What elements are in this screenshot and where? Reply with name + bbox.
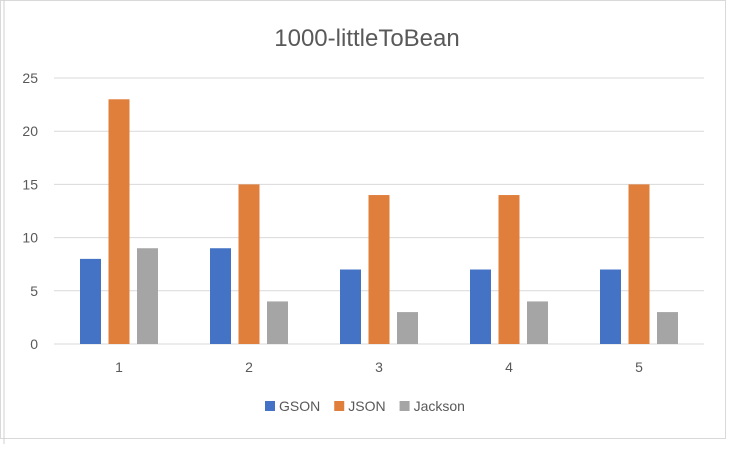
x-tick-label: 3 <box>375 359 383 375</box>
chart-title: 1000-littleToBean <box>274 25 459 52</box>
x-tick-label: 2 <box>245 359 253 375</box>
bars <box>80 99 678 344</box>
x-axis-ticks: 1 2 3 4 5 <box>115 359 643 375</box>
bar-json-3 <box>368 195 390 344</box>
bar-json-2 <box>238 184 260 344</box>
bar-gson-3 <box>340 269 361 344</box>
y-tick-label: 10 <box>22 230 38 246</box>
legend: GSON JSON Jackson <box>265 398 465 414</box>
y-tick-label: 15 <box>22 176 38 192</box>
y-tick-label: 20 <box>22 123 38 139</box>
bar-json-5 <box>628 184 650 344</box>
legend-label-jackson: Jackson <box>414 398 465 414</box>
gridlines <box>54 77 704 345</box>
bar-jackson-3 <box>397 312 418 344</box>
bar-gson-1 <box>80 258 101 344</box>
y-tick-label: 5 <box>30 283 38 299</box>
y-tick-label: 0 <box>30 336 38 352</box>
y-axis-ticks: 0 5 10 15 20 25 <box>22 70 38 352</box>
bar-gson-4 <box>470 269 491 344</box>
y-tick-label: 25 <box>22 70 38 86</box>
legend-label-json: JSON <box>348 398 385 414</box>
legend-label-gson: GSON <box>279 398 320 414</box>
bar-jackson-4 <box>527 301 548 344</box>
legend-swatch-json <box>334 401 345 411</box>
bar-jackson-1 <box>137 248 158 344</box>
bar-gson-2 <box>210 248 231 344</box>
x-tick-label: 5 <box>635 359 643 375</box>
x-tick-label: 4 <box>505 359 513 375</box>
bar-json-1 <box>108 99 130 344</box>
legend-swatch-jackson <box>399 401 410 411</box>
bar-gson-5 <box>600 269 621 344</box>
x-tick-label: 1 <box>115 359 123 375</box>
bar-jackson-5 <box>657 312 678 344</box>
bar-jackson-2 <box>267 301 288 344</box>
legend-swatch-gson <box>265 401 275 411</box>
bar-json-4 <box>498 195 520 344</box>
